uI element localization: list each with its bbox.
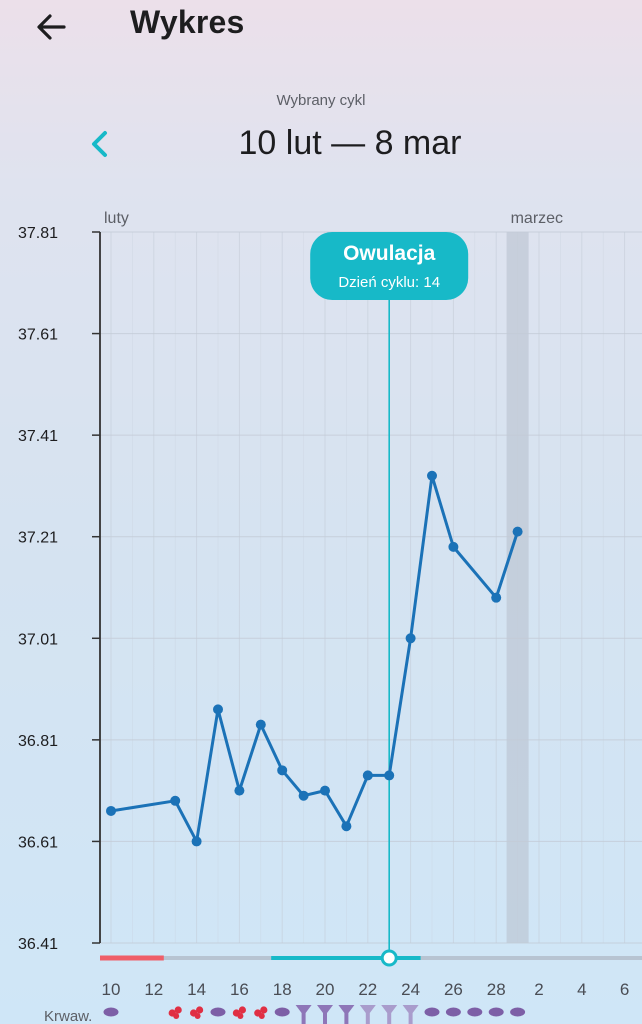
- funnel-icon[interactable]: [338, 1005, 355, 1024]
- temperature-point[interactable]: [427, 470, 437, 481]
- y-tick-label: 37.21: [18, 530, 58, 547]
- x-tick-label: 4: [577, 980, 586, 999]
- chart-grid: [100, 231, 642, 944]
- page-title: Wykres: [130, 4, 245, 40]
- temperature-point[interactable]: [255, 719, 266, 730]
- cycle-date-range: 10 lut — 8 mar: [238, 124, 462, 162]
- back-button[interactable]: [30, 6, 72, 48]
- y-tick-label: 36.61: [18, 834, 58, 851]
- temperature-point[interactable]: [298, 790, 309, 801]
- bleeding-drop-icon[interactable]: [274, 1007, 290, 1017]
- temperature-point[interactable]: [320, 785, 330, 796]
- ovulation-marker[interactable]: [380, 949, 398, 967]
- ovulation-tooltip[interactable]: Owulacja Dzień cyklu: 14: [310, 232, 469, 300]
- y-tick-label: 36.41: [18, 936, 58, 953]
- temperature-point[interactable]: [448, 541, 459, 552]
- temperature-point[interactable]: [405, 633, 416, 644]
- temperature-point[interactable]: [362, 770, 373, 781]
- x-tick-label: 24: [401, 980, 420, 999]
- x-tick-label: 18: [273, 980, 292, 999]
- x-tick-label: 20: [316, 980, 335, 999]
- temperature-point[interactable]: [213, 704, 223, 715]
- bleeding-drop-icon[interactable]: [445, 1007, 461, 1017]
- arrow-left-icon: [37, 14, 66, 40]
- chevron-left-icon: [92, 131, 107, 157]
- x-tick-label: 28: [487, 980, 506, 999]
- bleeding-drop-icon[interactable]: [103, 1007, 119, 1017]
- blood-drops-icon[interactable]: [254, 1006, 268, 1019]
- funnel-light-icon[interactable]: [381, 1005, 398, 1024]
- temperature-point[interactable]: [234, 785, 245, 796]
- temperature-point[interactable]: [106, 805, 116, 816]
- x-tick-label: 12: [144, 980, 163, 999]
- x-tick-label: 16: [230, 980, 249, 999]
- month-label: luty: [104, 210, 129, 227]
- previous-cycle-button[interactable]: [82, 124, 116, 164]
- ovulation-subtitle: Dzień cyklu: 14: [338, 274, 440, 291]
- x-tick-label: 2: [534, 980, 543, 999]
- temperature-point[interactable]: [384, 770, 395, 781]
- bleeding-drop-icon[interactable]: [510, 1007, 526, 1017]
- funnel-light-icon[interactable]: [402, 1005, 419, 1024]
- x-tick-label: 6: [620, 980, 629, 999]
- y-tick-label: 37.41: [18, 428, 58, 445]
- highlighted-day-column: [506, 232, 529, 943]
- x-tick-label: 14: [187, 980, 206, 999]
- temperature-point[interactable]: [512, 526, 523, 537]
- bleeding-drop-icon[interactable]: [488, 1007, 504, 1017]
- y-tick-label: 37.01: [18, 631, 58, 648]
- temperature-series-line: [110, 474, 520, 843]
- temperature-point[interactable]: [191, 836, 202, 847]
- temperature-point[interactable]: [277, 765, 288, 776]
- y-tick-label: 37.81: [18, 225, 58, 242]
- funnel-icon[interactable]: [317, 1005, 333, 1024]
- x-tick-label: 26: [444, 980, 463, 999]
- funnel-light-icon[interactable]: [359, 1005, 376, 1024]
- temperature-point[interactable]: [491, 592, 502, 603]
- bleeding-drop-icon[interactable]: [210, 1007, 226, 1017]
- temperature-point[interactable]: [341, 821, 352, 832]
- bleeding-row-label: Krwaw.: [44, 1008, 92, 1024]
- x-tick-label: 22: [358, 980, 377, 999]
- bleeding-drop-icon[interactable]: [424, 1007, 440, 1017]
- temperature-point[interactable]: [170, 795, 181, 806]
- blood-drops-icon[interactable]: [190, 1006, 204, 1019]
- month-label: marzec: [511, 210, 563, 227]
- top-app-bar: Wykres: [0, 0, 642, 56]
- y-tick-label: 37.61: [18, 327, 58, 344]
- bleeding-drop-icon[interactable]: [467, 1007, 483, 1017]
- x-tick-label: 10: [102, 980, 121, 999]
- blood-drops-icon[interactable]: [168, 1006, 182, 1019]
- funnel-icon[interactable]: [295, 1005, 312, 1024]
- selected-cycle-caption: Wybrany cykl: [276, 92, 366, 109]
- y-tick-label: 36.81: [18, 733, 58, 750]
- blood-drops-icon[interactable]: [232, 1006, 246, 1019]
- ovulation-tooltip-bg: [310, 232, 469, 300]
- ovulation-title: Owulacja: [343, 242, 436, 265]
